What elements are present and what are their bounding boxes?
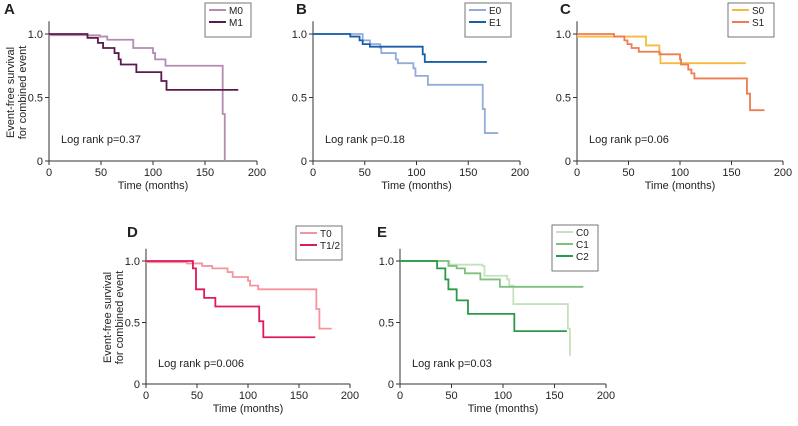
legend-label: S0 (752, 6, 765, 17)
survival-curve-c0 (400, 260, 571, 356)
x-tick-label: 0 (397, 390, 403, 402)
x-tick-label: 100 (494, 390, 512, 402)
y-tick-label: 0.5 (125, 318, 140, 330)
survival-curve-s1 (577, 33, 765, 112)
x-axis-label: Time (months) (118, 180, 189, 192)
y-tick-label: 0.5 (292, 93, 307, 105)
y-tick-label: 0.5 (379, 318, 394, 330)
x-tick-label: 50 (359, 167, 371, 179)
log-rank-annotation: Log rank p=0.06 (589, 134, 669, 146)
x-tick-label: 0 (143, 390, 149, 402)
x-tick-label: 200 (774, 167, 792, 179)
survival-curve-m0 (49, 34, 226, 161)
panel-b: B 0 50 100 150 200 0 0.5 1.0 Time (months) Log ran… (292, 1, 529, 192)
y-tick-label: 0 (301, 156, 307, 168)
x-tick-label: 0 (574, 167, 580, 179)
x-tick-label: 200 (511, 167, 529, 179)
y-tick-label: 1.0 (125, 256, 140, 268)
panel-e: E 0 50 100 150 200 0 0.5 1.0 Time (months) Log ran… (377, 224, 615, 415)
x-tick-label: 50 (191, 390, 203, 402)
x-tick-label: 150 (722, 167, 740, 179)
panel-letter: A (4, 1, 15, 18)
panel-a: A 0 50 100 150 200 0 0.5 1.0 Time (months) Event-f… (4, 1, 266, 192)
x-tick-label: 100 (144, 167, 162, 179)
x-tick-label: 150 (545, 390, 563, 402)
x-axis-label: Time (months) (645, 180, 716, 192)
survival-curve-e1 (313, 33, 487, 63)
y-tick-label: 0 (37, 156, 43, 168)
x-tick-label: 150 (290, 390, 308, 402)
survival-curve-c1 (400, 260, 584, 288)
panel-letter: D (127, 224, 138, 241)
y-tick-label: 0 (134, 379, 140, 391)
y-tick-label: 1.0 (28, 29, 43, 41)
legend-label: T0 (320, 229, 332, 240)
x-tick-label: 200 (597, 390, 615, 402)
log-rank-annotation: Log rank p=0.006 (158, 358, 244, 370)
y-axis-label: Event-free survival (102, 272, 114, 363)
legend-box (295, 225, 343, 261)
panel-d: D 0 50 100 150 200 0 0.5 1.0 Time (months) Event-f… (102, 224, 359, 415)
survival-curve-t1-2 (146, 260, 316, 339)
x-tick-label: 200 (341, 390, 359, 402)
panel-letter: B (296, 1, 307, 18)
x-tick-label: 50 (445, 390, 457, 402)
legend-label: C0 (576, 228, 589, 239)
legend-box (204, 2, 252, 38)
y-axis-label: Event-free survival (5, 47, 17, 138)
x-tick-label: 200 (248, 167, 266, 179)
y-tick-label: 0.5 (556, 93, 571, 105)
y-tick-label: 1.0 (292, 29, 307, 41)
x-axis-label: Time (months) (468, 403, 539, 415)
y-tick-label: 1.0 (556, 29, 571, 41)
survival-curve-e0 (313, 33, 499, 134)
log-rank-annotation: Log rank p=0.03 (412, 358, 492, 370)
legend-label: T1/2 (320, 241, 340, 252)
x-tick-label: 150 (196, 167, 214, 179)
y-tick-label: 0.5 (28, 93, 43, 105)
legend-label: M1 (229, 18, 243, 29)
legend-label: E1 (489, 18, 502, 29)
y-tick-label: 0 (565, 156, 571, 168)
x-tick-label: 100 (671, 167, 689, 179)
panel-letter: C (560, 1, 571, 18)
survival-curve-c2 (400, 260, 567, 333)
legend-label: C1 (576, 240, 589, 251)
survival-curve-t0 (146, 261, 332, 330)
legend-label: C2 (576, 252, 589, 263)
y-tick-label: 0 (388, 379, 394, 391)
x-tick-label: 50 (622, 167, 634, 179)
legend-label: E0 (489, 6, 502, 17)
y-tick-label: 1.0 (379, 256, 394, 268)
x-axis-label: Time (months) (381, 180, 452, 192)
x-tick-label: 0 (310, 167, 316, 179)
y-axis-label: for combined event (114, 271, 126, 365)
panel-letter: E (377, 224, 387, 241)
x-tick-label: 0 (46, 167, 52, 179)
log-rank-annotation: Log rank p=0.37 (61, 134, 141, 146)
survival-curve-s0 (577, 35, 746, 65)
legend-label: M0 (229, 6, 243, 17)
x-tick-label: 150 (459, 167, 477, 179)
legend-box (727, 2, 775, 38)
panel-c: C 0 50 100 150 200 0 0.5 1.0 Time (months) Log ran… (556, 1, 792, 192)
survival-curve-m1 (49, 33, 239, 91)
x-axis-label: Time (months) (213, 403, 284, 415)
legend-label: S1 (752, 18, 765, 29)
y-axis-label: for combined event (17, 46, 29, 140)
legend-box (464, 2, 512, 38)
x-tick-label: 100 (407, 167, 425, 179)
log-rank-annotation: Log rank p=0.18 (325, 134, 405, 146)
x-tick-label: 100 (239, 390, 257, 402)
x-tick-label: 50 (95, 167, 107, 179)
